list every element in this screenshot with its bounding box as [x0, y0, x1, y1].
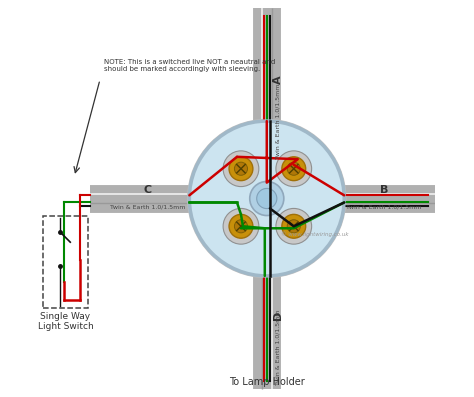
Circle shape [287, 220, 301, 233]
Circle shape [223, 151, 259, 187]
Circle shape [189, 121, 344, 276]
Text: A: A [273, 75, 283, 84]
Text: NOTE: This is a switched live NOT a neautral and
should be marked accordingly wi: NOTE: This is a switched live NOT a neau… [104, 59, 275, 72]
Circle shape [229, 157, 253, 181]
Circle shape [229, 214, 253, 238]
Text: Single Way
Light Switch: Single Way Light Switch [37, 312, 93, 331]
Text: Twin & Earth 1.0/1.5mm: Twin & Earth 1.0/1.5mm [346, 205, 421, 210]
Circle shape [235, 220, 247, 233]
Text: C: C [144, 185, 152, 195]
Text: Twin & Earth 1.0/1.5mm: Twin & Earth 1.0/1.5mm [275, 83, 281, 159]
Text: Twin & Earth 1.0/1.5mm: Twin & Earth 1.0/1.5mm [275, 310, 281, 385]
Text: © www.lightwiring.co.uk: © www.lightwiring.co.uk [281, 231, 348, 237]
Circle shape [276, 208, 311, 244]
Circle shape [282, 157, 306, 181]
Circle shape [276, 151, 311, 187]
Circle shape [282, 214, 306, 238]
Text: Twin & Earth 1.0/1.5mm: Twin & Earth 1.0/1.5mm [110, 205, 185, 210]
Text: D: D [273, 311, 283, 320]
Text: To Lamp Holder: To Lamp Holder [229, 377, 305, 387]
Circle shape [250, 181, 284, 216]
Circle shape [257, 189, 277, 208]
Circle shape [223, 208, 259, 244]
Text: B: B [380, 185, 388, 195]
Circle shape [287, 162, 301, 175]
Circle shape [235, 162, 247, 175]
